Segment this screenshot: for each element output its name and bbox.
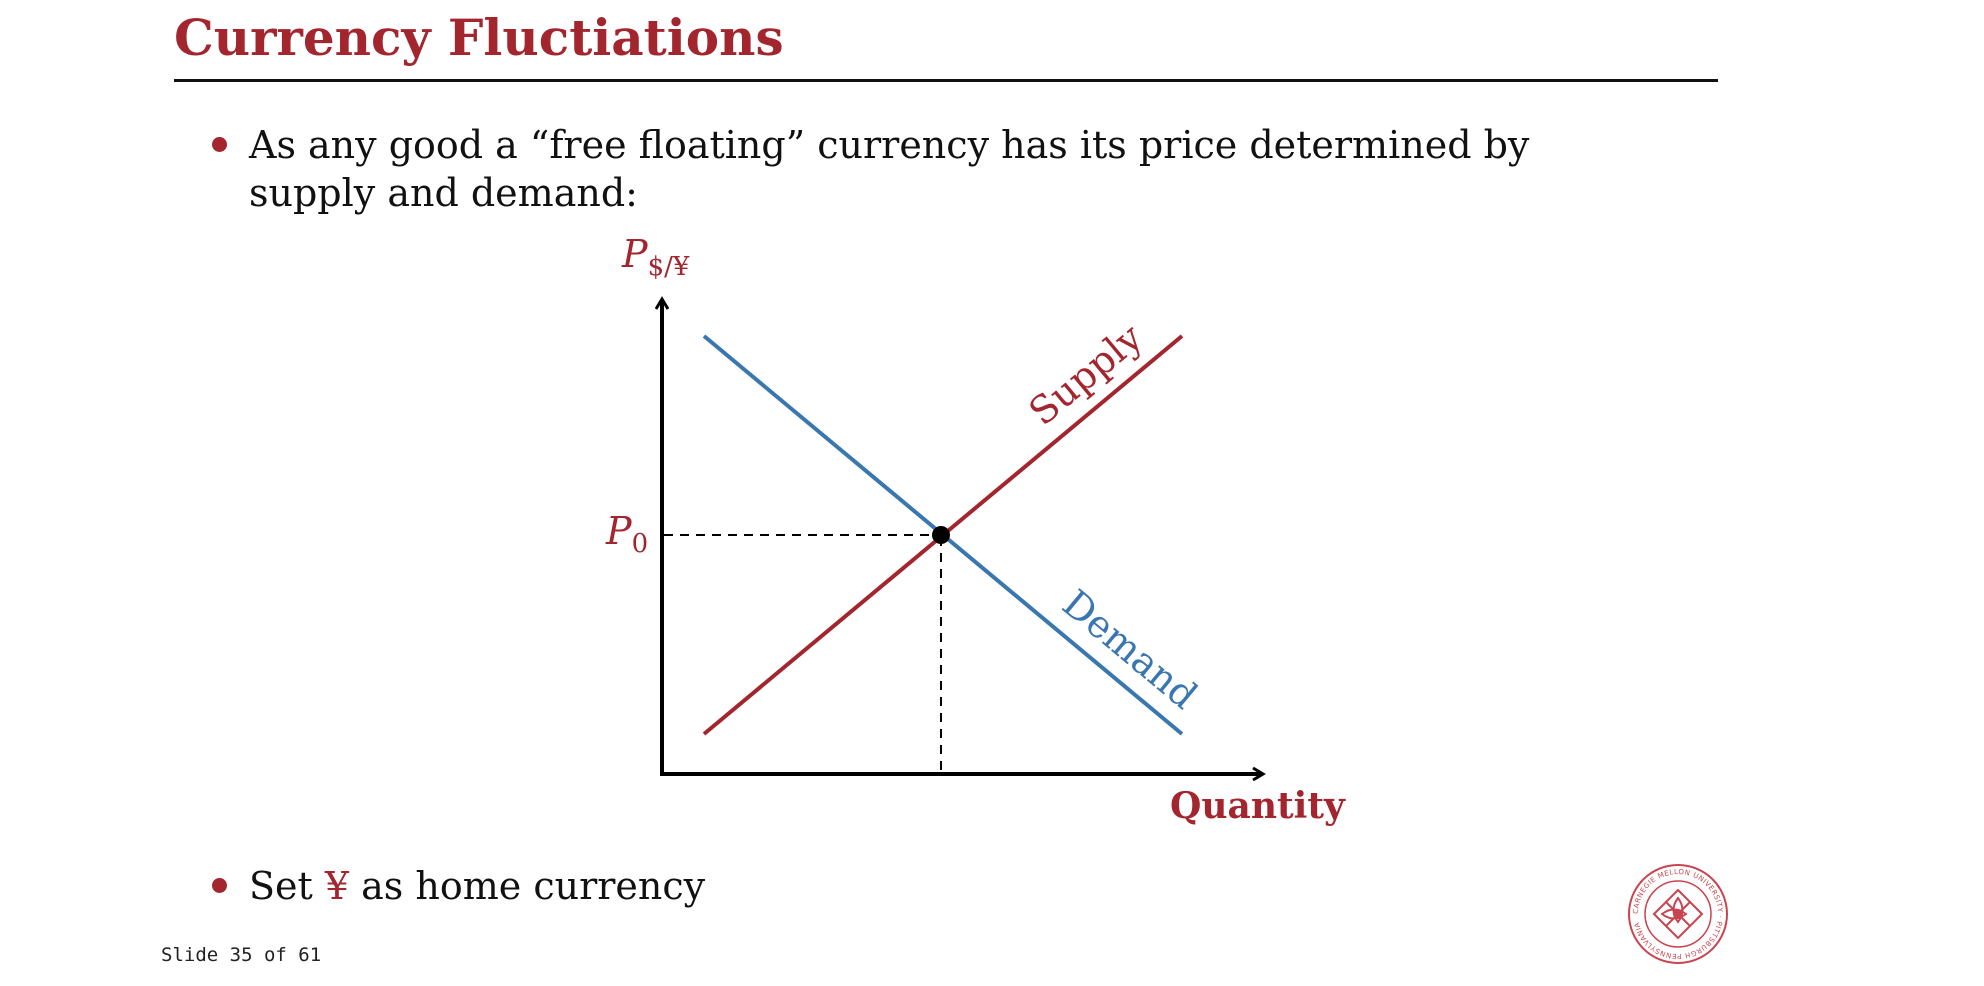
- slide-number: Slide 35 of 61: [161, 944, 322, 966]
- bullet-text: As any good a “free floating” currency h…: [249, 123, 1530, 215]
- university-seal-icon: CARNEGIE MELLON UNIVERSITY · PITTSBURGH …: [1628, 864, 1728, 964]
- yen-symbol: ¥: [324, 864, 350, 908]
- bullet-text-after: as home currency: [349, 864, 706, 908]
- x-axis-label: Quantity: [1170, 785, 1346, 827]
- bullet-text-before: Set: [249, 864, 325, 908]
- equilibrium-price-label: P0: [605, 509, 648, 559]
- bullet-item: Set ¥ as home currency: [212, 862, 705, 910]
- bullet-dot-icon: [212, 137, 227, 152]
- demand-label: Demand: [1054, 581, 1205, 718]
- title-divider: [174, 79, 1718, 82]
- bullet-item: As any good a “free floating” currency h…: [212, 121, 1532, 217]
- equilibrium-price-subscript: 0: [632, 529, 649, 559]
- bullet-text: Set ¥ as home currency: [249, 862, 705, 910]
- equilibrium-point: [932, 526, 950, 544]
- y-axis-label: P$/¥: [621, 232, 690, 282]
- bullet-dot-icon: [212, 878, 227, 893]
- y-axis-label-subscript: $/¥: [648, 252, 690, 282]
- slide-title: Currency Fluctiations: [174, 8, 784, 67]
